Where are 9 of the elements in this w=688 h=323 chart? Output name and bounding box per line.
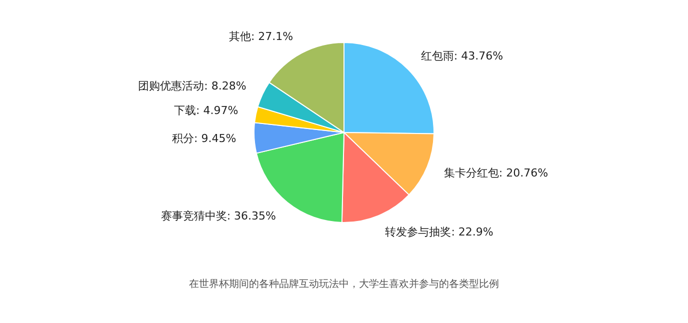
slice-label: 红包雨: 43.76% xyxy=(420,50,504,63)
text: 在世界杯期间的各种品牌互动玩法中，大学生喜欢并参与的各类型比例 xyxy=(189,278,499,290)
slice-label: 集卡分红包: 20.76% xyxy=(444,166,548,180)
slice-label: 转发参与抽奖: 22.9% xyxy=(385,225,494,238)
slice-label: 赛事竞猜中奖: 36.35% xyxy=(160,209,276,222)
slice-label: 积分: 9.45% xyxy=(172,132,236,146)
slice-label: 团购优惠活动: 8.28% xyxy=(138,80,246,93)
slice-label: 其他: 27.1% xyxy=(228,30,294,44)
slice-label: 下载: 4.97% xyxy=(174,104,238,118)
